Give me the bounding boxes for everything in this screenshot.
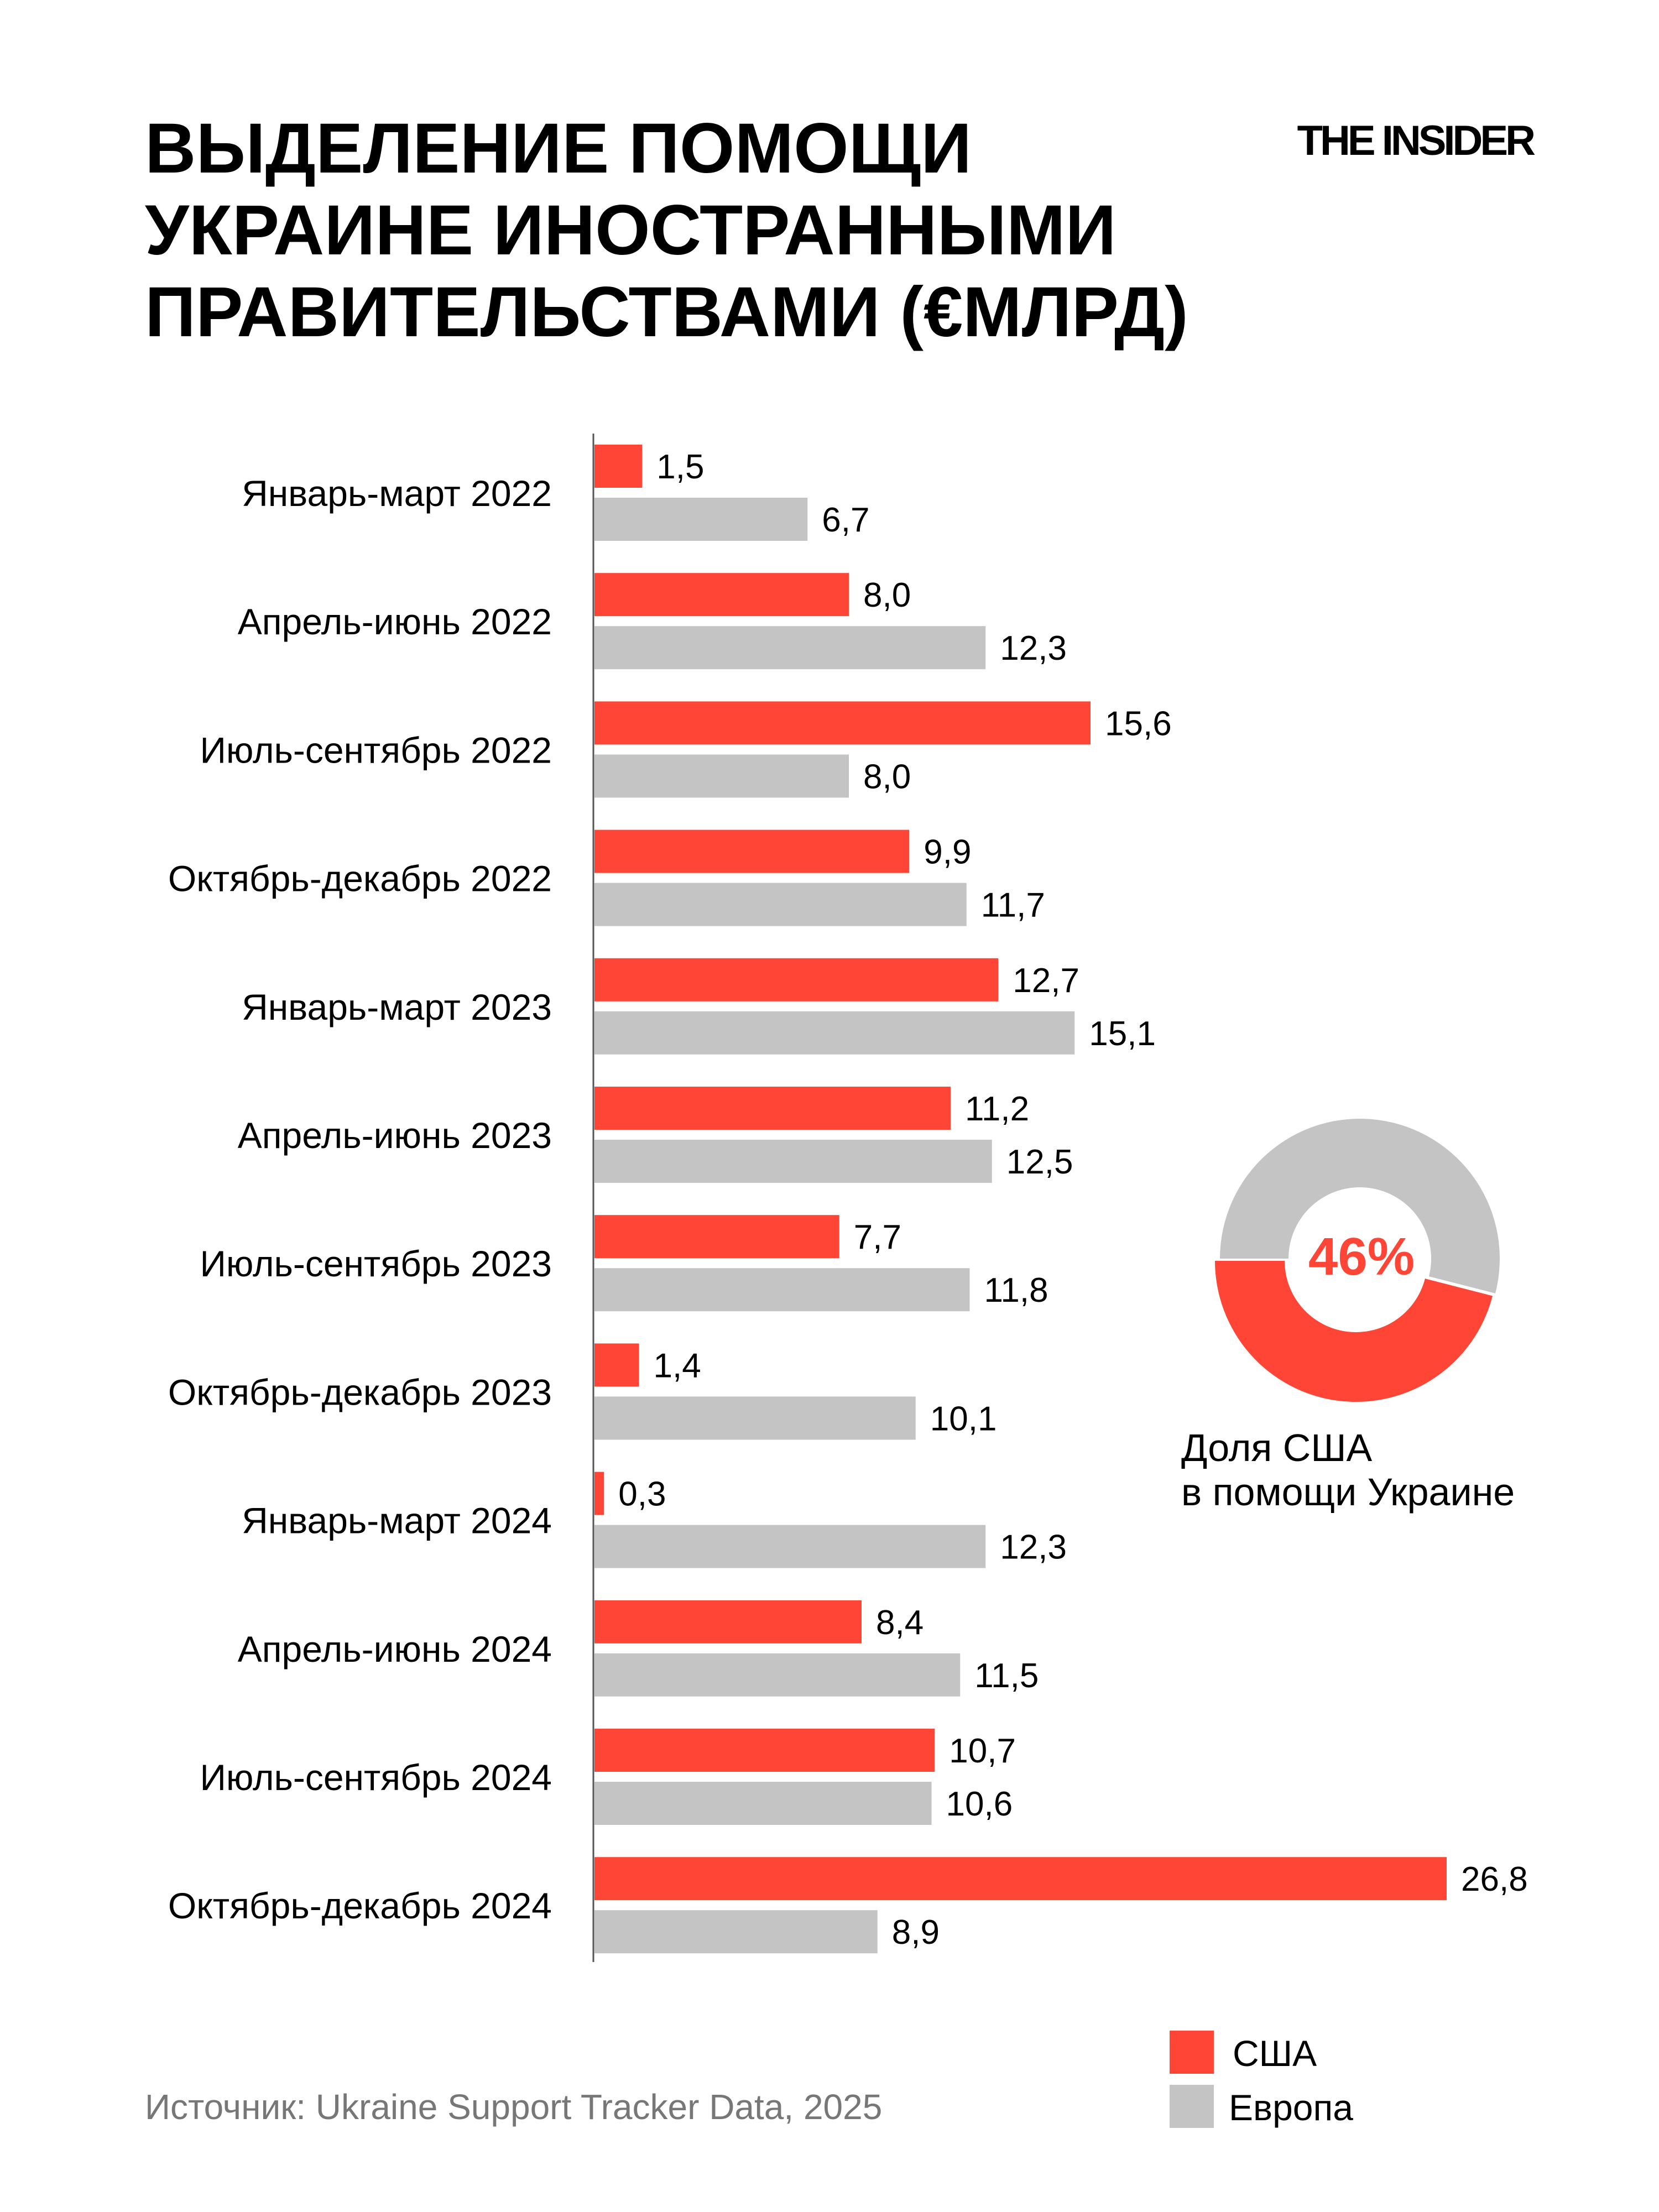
logo: THE INSIDER [1297,117,1535,164]
donut: 46% [1215,1119,1500,1402]
title-line-1: ВЫДЕЛЕНИЕ ПОМОЩИ [145,109,972,188]
usa-value-label: 8,4 [876,1604,924,1642]
europe-bar [594,1653,961,1697]
europe-value-label: 11,5 [974,1657,1039,1695]
category-label: Октябрь-декабрь 2022 [168,858,552,899]
usa-bar [594,1600,862,1644]
europe-value-label: 11,8 [984,1271,1048,1310]
europe-bar [594,754,849,798]
usa-bar [594,1215,839,1259]
usa-bar [594,830,910,873]
category-label: Октябрь-декабрь 2024 [168,1885,552,1926]
europe-value-label: 12,3 [1000,1528,1067,1567]
europe-value-label: 8,0 [863,758,911,796]
usa-value-label: 9,9 [924,833,971,872]
usa-bar [594,573,849,617]
usa-value-label: 7,7 [854,1218,901,1256]
europe-value-label: 8,9 [892,1913,940,1952]
usa-bar [594,1343,639,1387]
category-label: Апрель-июнь 2022 [238,601,552,642]
donut-usa-slice [1215,1261,1493,1402]
bars: Январь-март 2022 1,5 6,7 Апрель-июнь 2022 8,… [168,445,1528,1954]
category-label: Январь-март 2024 [242,1500,552,1541]
usa-value-label: 11,2 [965,1090,1029,1128]
usa-value-label: 26,8 [1461,1860,1528,1898]
usa-value-label: 8,0 [863,576,911,614]
usa-bar [594,1087,951,1130]
usa-value-label: 10,7 [949,1732,1016,1770]
category-label: Январь-март 2023 [242,987,552,1027]
usa-value-label: 1,5 [656,448,704,486]
europe-value-label: 11,7 [981,886,1045,925]
usa-value-label: 15,6 [1105,705,1172,743]
legend: США Европа [1170,2031,1353,2128]
donut-caption-line-1: Доля США [1181,1426,1372,1469]
europe-value-label: 6,7 [822,501,869,539]
category-label: Июль-сентябрь 2022 [200,729,552,770]
title-line-2: УКРАИНЕ ИНОСТРАННЫМИ [145,191,1117,270]
title-line-3: ПРАВИТЕЛЬСТВАМИ (€МЛРД) [145,273,1188,352]
europe-bar [594,1525,986,1568]
usa-value-label: 0,3 [618,1475,666,1514]
usa-value-label: 1,4 [654,1347,701,1385]
category-label: Июль-сентябрь 2024 [200,1757,552,1798]
donut-value: 46% [1308,1227,1415,1286]
donut-europe-slice [1220,1119,1500,1293]
legend-label-usa: США [1233,2033,1317,2074]
title: ВЫДЕЛЕНИЕ ПОМОЩИ УКРАИНЕ ИНОСТРАННЫМИ ПР… [145,109,1188,352]
category-label: Апрель-июнь 2023 [238,1115,552,1156]
legend-swatch-usa [1170,2031,1214,2074]
europe-bar [594,1011,1075,1055]
europe-bar [594,1140,992,1183]
usa-bar [594,1472,604,1515]
usa-bar [594,701,1091,745]
europe-bar [594,498,808,541]
europe-bar [594,1396,916,1440]
usa-value-label: 12,7 [1013,962,1079,1000]
usa-bar [594,958,999,1001]
europe-value-label: 10,1 [930,1400,997,1438]
europe-bar [594,1910,878,1954]
donut-caption-line-2: в помощи Украине [1181,1470,1515,1514]
europe-bar [594,883,967,926]
europe-value-label: 12,5 [1006,1143,1073,1181]
europe-value-label: 12,3 [1000,629,1067,667]
europe-value-label: 10,6 [946,1785,1013,1823]
category-label: Октябрь-декабрь 2023 [168,1371,552,1412]
legend-label-europe: Европа [1229,2087,1353,2128]
legend-swatch-europe [1170,2085,1214,2128]
category-label: Январь-март 2022 [242,473,552,514]
category-label: Апрель-июнь 2024 [238,1629,552,1670]
usa-bar [594,1857,1447,1901]
europe-bar [594,626,986,670]
category-label: Июль-сентябрь 2023 [200,1243,552,1284]
europe-bar [594,1268,970,1312]
usa-bar [594,1729,935,1772]
europe-value-label: 15,1 [1089,1015,1156,1053]
usa-bar [594,445,643,488]
europe-bar [594,1782,932,1825]
source-note: Источник: Ukraine Support Tracker Data, … [145,2087,882,2127]
